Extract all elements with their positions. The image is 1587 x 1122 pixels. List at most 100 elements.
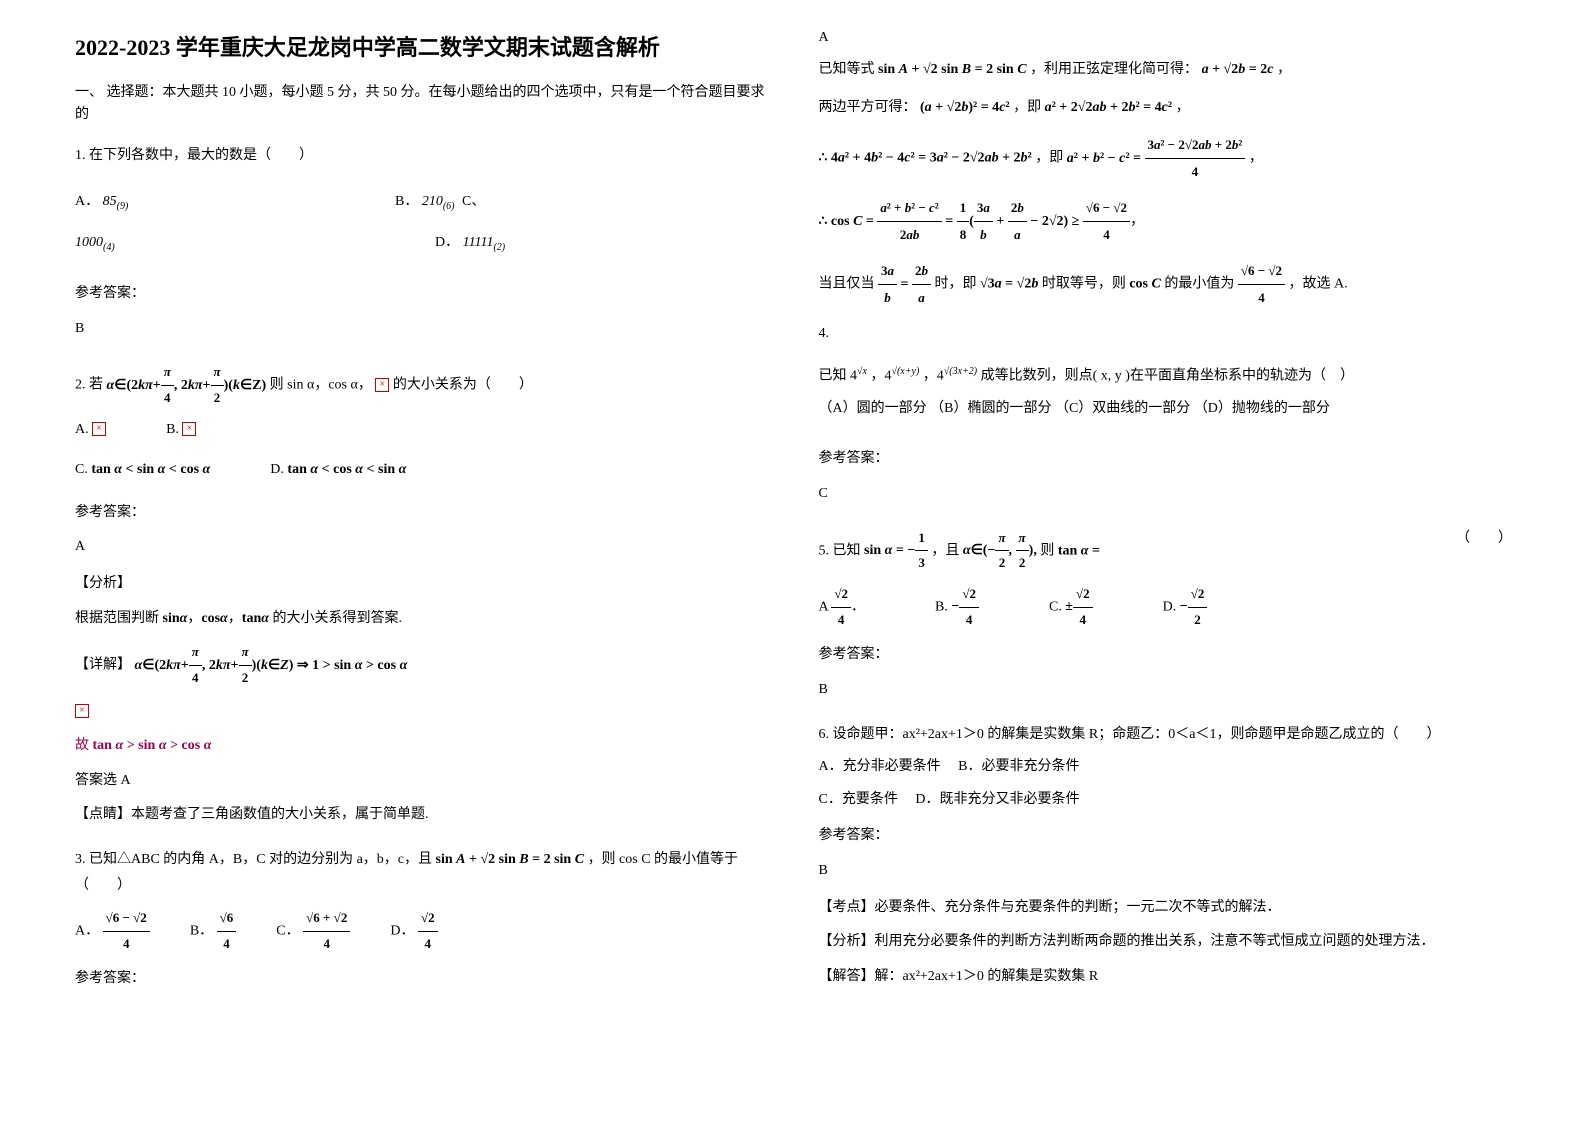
q1-optC2-val: 1000 bbox=[75, 235, 103, 250]
q2-conclusion: 故 tan α > sin α > cos α bbox=[75, 733, 769, 760]
q5-options: A √24． B. −√24 C. ±√24 D. −√22 bbox=[819, 582, 1513, 632]
q4-number: 4. bbox=[819, 321, 1513, 348]
q1-option-a: A． 85(9) bbox=[75, 189, 335, 216]
q5-optB-label: B. bbox=[935, 599, 948, 614]
q3-line5-mid2: 时取等号，则 bbox=[1042, 277, 1126, 292]
q5-paren: （ ） bbox=[1456, 526, 1512, 553]
q1-option-b: B． 210(6) C、 bbox=[395, 189, 485, 216]
page-title: 2022-2023 学年重庆大足龙岗中学高二数学文期末试题含解析 bbox=[75, 30, 769, 62]
q6-kaodian-label: 【考点】 bbox=[819, 900, 875, 915]
q6-fenxi-label: 【分析】 bbox=[819, 934, 875, 949]
q2-prefix: 2. 若 bbox=[75, 378, 103, 393]
q2-dianqing-text: 本题考查了三角函数值的大小关系，属于简单题. bbox=[131, 807, 429, 822]
q3-text: 3. 已知△ABC 的内角 A，B，C 对的边分别为 a，b，c，且 sin A… bbox=[75, 847, 769, 900]
q3-line3-formula1: ∴ 4a² + 4b² − 4c² = 3a² − 2√2ab + 2b² bbox=[819, 151, 1032, 166]
q1-optD-val: 11111 bbox=[463, 235, 494, 250]
q3-line5-f1: 3ab = 2ba bbox=[878, 277, 931, 292]
q3-line2-formula1: (a + √2b)² = 4c² bbox=[920, 100, 1010, 115]
q5-optA-label: A bbox=[819, 599, 828, 614]
q1-optD-sub: (2) bbox=[493, 242, 505, 253]
right-column: A 已知等式 sin A + √2 sin B = 2 sin C ，利用正弦定… bbox=[794, 30, 1538, 1092]
q6-jieda: 【解答】解：ax²+2ax+1＞0 的解集是实数集 R bbox=[819, 964, 1513, 991]
q4-optD: （D）抛物线的一部分 bbox=[1194, 401, 1330, 416]
q1-options-row2: 1000(4) D． 11111(2) bbox=[75, 230, 769, 263]
q6-fenxi: 【分析】利用充分必要条件的判断方法判断两命题的推出关系，注意不等式恒成立问题的处… bbox=[819, 929, 1513, 956]
q2-xiangjie-label: 【详解】 bbox=[75, 658, 131, 673]
question-4: 4. 已知 4√x ，4√(x+y) ，4√(3x+2) 成等比数列，则点( x… bbox=[819, 321, 1513, 508]
q1-options: A． 85(9) B． 210(6) C、 bbox=[75, 189, 769, 222]
q5-prefix: 5. 已知 bbox=[819, 543, 861, 558]
q3-line5-f2: √3a = √2b bbox=[980, 277, 1038, 292]
q3-line2-end: ， bbox=[1176, 100, 1190, 115]
q2-xbox-row: × bbox=[75, 698, 769, 725]
q3-line5-mid: 时，即 bbox=[934, 277, 976, 292]
q3-line5-f4: √6 − √24 bbox=[1238, 277, 1285, 292]
q4-answer-label: 参考答案： bbox=[819, 446, 1513, 473]
q3-line2: 两边平方可得： (a + √2b)² = 4c² ，即 a² + 2√2ab +… bbox=[819, 94, 1513, 122]
x-icon: × bbox=[75, 704, 89, 718]
x-icon: × bbox=[182, 422, 196, 436]
q6-text: 6. 设命题甲：ax²+2ax+1＞0 的解集是实数集 R；命题乙：0＜a＜1，… bbox=[819, 722, 1513, 749]
q5-suffix: 则 tan α = bbox=[1040, 543, 1100, 558]
q1-optB-label: B． bbox=[395, 194, 418, 209]
q2-option-a: A. × bbox=[75, 417, 106, 444]
section-header: 一、 选择题：本大题共 10 小题，每小题 5 分，共 50 分。在每小题给出的… bbox=[75, 82, 769, 127]
q2-fenxi-label: 【分析】 bbox=[75, 571, 769, 598]
q2-options-cd: C. tan α < sin α < cos α D. tan α < cos … bbox=[75, 457, 769, 490]
q1-optA-label: A． bbox=[75, 194, 99, 209]
q3-option-c: C． √6 + √24 bbox=[276, 906, 350, 956]
q6-fenxi-text: 利用充分必要条件的判断方法判断两命题的推出关系，注意不等式恒成立问题的处理方法． bbox=[875, 934, 1435, 949]
q5-option-a: A √24． bbox=[819, 582, 865, 632]
q3-line4: ∴ cos C = a² + b² − c²2ab = 18(3ab + 2ba… bbox=[819, 195, 1513, 248]
q5-option-c: C. ±√24 bbox=[1049, 582, 1093, 632]
question-2: 2. 若 α∈(2kπ+π4, 2kπ+π2)(k∈Z) 则 sin α，cos… bbox=[75, 360, 769, 829]
q1-optB-sub: (6) bbox=[443, 201, 455, 212]
q3-option-d: D． √24 bbox=[390, 906, 437, 956]
q3-line5-f3: cos C bbox=[1129, 277, 1161, 292]
q4-mid1: ，4 bbox=[870, 368, 891, 383]
q6-jieda-label: 【解答】 bbox=[819, 969, 875, 984]
q2-answer-label: 参考答案： bbox=[75, 500, 769, 527]
q4-suffix: 成等比数列，则点( x, y )在平面直角坐标系中的轨迹为（ ） bbox=[981, 368, 1354, 383]
q3-line5-prefix: 当且仅当 bbox=[819, 277, 875, 292]
q3-line1-prefix: 已知等式 bbox=[819, 62, 875, 77]
q5-formula1: sin α = −13 bbox=[864, 543, 928, 558]
q2-optD-val: tan α < cos α < sin α bbox=[287, 462, 406, 477]
q2-option-b: B. × bbox=[166, 417, 196, 444]
q1-optC2-sub: (4) bbox=[103, 242, 115, 253]
q5-answer: B bbox=[819, 677, 1513, 704]
q3-line1-formula2: a + √2b = 2c bbox=[1202, 62, 1274, 77]
q6-optB: B．必要非充分条件 bbox=[958, 759, 1079, 774]
q2-optC-label: C. bbox=[75, 462, 88, 477]
q6-optC: C．充要条件 bbox=[819, 792, 898, 807]
q2-conclusion-prefix: 故 bbox=[75, 738, 89, 753]
q2-option-d: D. tan α < cos α < sin α bbox=[270, 457, 406, 484]
q6-kaodian: 【考点】必要条件、充分条件与充要条件的判断；一元二次不等式的解法． bbox=[819, 895, 1513, 922]
q3-line1: 已知等式 sin A + √2 sin B = 2 sin C ，利用正弦定理化… bbox=[819, 56, 1513, 84]
q4-mid2: ，4 bbox=[923, 368, 944, 383]
q2-text: 2. 若 α∈(2kπ+π4, 2kπ+π2)(k∈Z) 则 sin α，cos… bbox=[75, 360, 769, 410]
q1-optC-label: C、 bbox=[462, 194, 485, 209]
q2-option-c: C. tan α < sin α < cos α bbox=[75, 457, 210, 484]
q2-options-ab: A. × B. × bbox=[75, 417, 769, 450]
q3-line5-mid3: 的最小值为 bbox=[1164, 277, 1234, 292]
question-3: 3. 已知△ABC 的内角 A，B，C 对的边分别为 a，b，c，且 sin A… bbox=[75, 847, 769, 993]
q4-options: （A）圆的一部分 （B）椭圆的一部分 （C）双曲线的一部分 （D）抛物线的一部分 bbox=[819, 396, 1513, 423]
q2-suffix: 的大小关系为（ ） bbox=[393, 378, 533, 393]
q1-option-d: D． 11111(2) bbox=[435, 230, 505, 257]
q2-formula-main: α∈(2kπ+π4, 2kπ+π2)(k∈Z) bbox=[107, 378, 270, 393]
q2-optB-label: B. bbox=[166, 422, 179, 437]
q2-dianqing: 【点睛】本题考查了三角函数值的大小关系，属于简单题. bbox=[75, 802, 769, 829]
q5-mid: ，且 bbox=[931, 543, 959, 558]
q3-answer-label: 参考答案： bbox=[75, 966, 769, 993]
q4-exp3: √(3x+2) bbox=[944, 366, 977, 377]
q1-answer: B bbox=[75, 316, 769, 343]
q2-xiangjie: 【详解】 α∈(2kπ+π4, 2kπ+π2)(k∈Z) ⇒ 1 > sin α… bbox=[75, 640, 769, 690]
q6-answer-label: 参考答案： bbox=[819, 823, 1513, 850]
q1-optD-label: D． bbox=[435, 235, 459, 250]
q6-options-ab: A．充分非必要条件 B．必要非充分条件 bbox=[819, 754, 1513, 781]
q6-optA: A．充分非必要条件 bbox=[819, 759, 941, 774]
q4-optB: （B）椭圆的一部分 bbox=[930, 401, 1051, 416]
q3-formula1: sin A + √2 sin B = 2 sin C bbox=[436, 852, 585, 867]
q3-optA-label: A． bbox=[75, 923, 99, 938]
